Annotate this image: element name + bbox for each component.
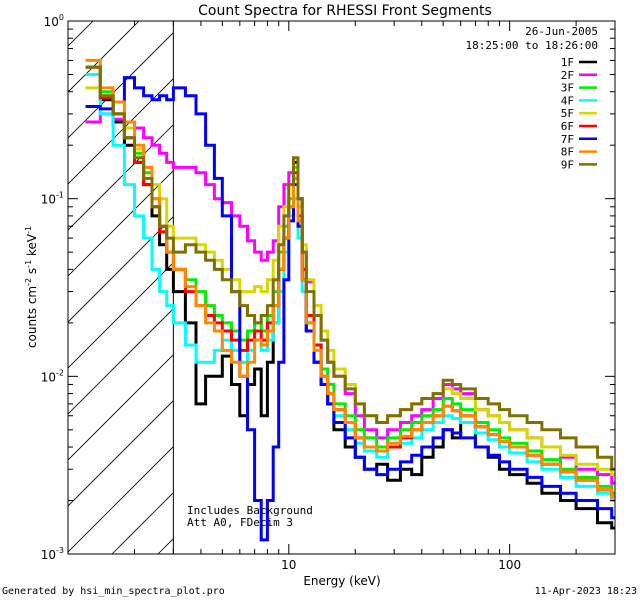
hatch-line bbox=[68, 21, 140, 93]
hatch-line bbox=[68, 32, 174, 139]
legend-label-3f: 3F bbox=[561, 82, 574, 95]
footer-generated-by: Generated by hsi_min_spectra_plot.pro bbox=[2, 586, 225, 597]
x-axis-label: Energy (keV) bbox=[303, 574, 380, 588]
y-tick-label: 100 bbox=[44, 13, 64, 29]
hatch-line bbox=[68, 262, 174, 369]
series-line-1f bbox=[85, 65, 615, 530]
hatch-line bbox=[68, 170, 174, 277]
x-tick-label: 100 bbox=[498, 558, 521, 572]
y-tick-label: 10-3 bbox=[41, 546, 64, 562]
hatch-line bbox=[68, 216, 174, 323]
series-line-9f bbox=[85, 65, 615, 471]
hatch-line bbox=[68, 308, 174, 415]
footer-timestamp: 11-Apr-2023 18:23 bbox=[535, 586, 637, 597]
hatch-line bbox=[68, 354, 174, 461]
annotation-attenuator: Att A0, FDecim 3 bbox=[187, 516, 293, 529]
legend-label-2f: 2F bbox=[561, 69, 574, 82]
time-range-label: 18:25:00 to 18:26:00 bbox=[466, 39, 598, 52]
legend-label-4f: 4F bbox=[561, 94, 574, 107]
chart-title: Count Spectra for RHESSI Front Segments bbox=[198, 3, 492, 19]
legend-label-6f: 6F bbox=[561, 120, 574, 133]
series-line-8f bbox=[85, 58, 615, 499]
plot-frame bbox=[67, 20, 616, 555]
hatch-line bbox=[0, 0, 114, 554]
hatch-line bbox=[68, 446, 174, 553]
date-label: 26-Jun-2005 bbox=[525, 25, 598, 38]
y-tick-label: 10-2 bbox=[41, 368, 64, 384]
legend-label-1f: 1F bbox=[561, 56, 574, 69]
series-line-7f bbox=[85, 76, 615, 542]
legend-label-8f: 8F bbox=[561, 146, 574, 159]
y-axis-label: counts cm-2 s-1 keV-1 bbox=[24, 226, 39, 348]
legend-label-7f: 7F bbox=[561, 133, 574, 146]
series-line-6f bbox=[85, 65, 615, 499]
legend-label-5f: 5F bbox=[561, 107, 574, 120]
x-tick-label: 10 bbox=[281, 558, 296, 572]
series-line-2f bbox=[85, 112, 615, 485]
legend-label-9f: 9F bbox=[561, 158, 574, 171]
hatch-region bbox=[0, 0, 640, 554]
axes: 10 100 100 10-1 10-2 10-3 bbox=[41, 13, 616, 572]
hatch-line bbox=[250, 0, 640, 554]
y-tick-label: 10-1 bbox=[41, 191, 64, 207]
hatch-line bbox=[68, 400, 174, 507]
annotation-background: Includes Background bbox=[187, 504, 313, 517]
